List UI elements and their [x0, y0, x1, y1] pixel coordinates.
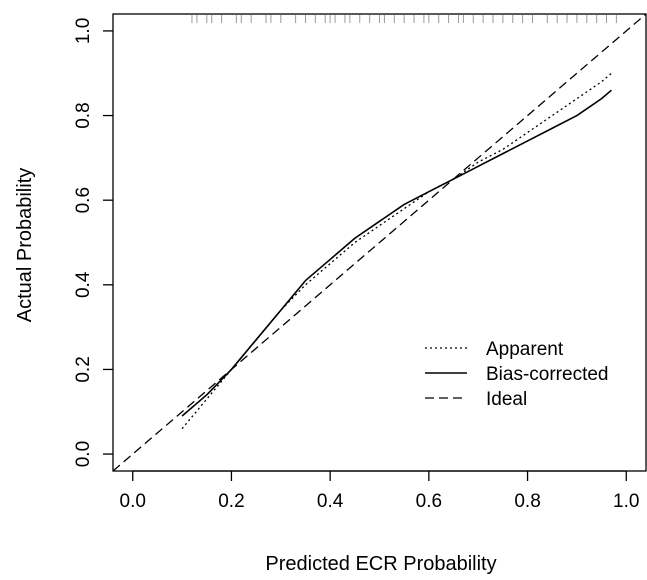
legend-label: Apparent [486, 339, 564, 360]
legend-item: Ideal [425, 389, 527, 410]
legend-label: Ideal [486, 389, 527, 410]
axes: 0.0 0.2 0.4 0.6 0.8 1.0 0.0 0.2 0.4 0.6 0.8 1.0 [73, 13, 647, 512]
x-axis-title: Predicted ECR Probability [265, 553, 496, 575]
y-tick-label: 0.4 [73, 271, 94, 298]
x-tick-label: 1.0 [613, 491, 639, 512]
x-tick-label: 0.2 [218, 491, 244, 512]
x-tick-label: 0.8 [514, 491, 540, 512]
series-group [113, 14, 646, 471]
x-tick-label: 0.0 [120, 491, 146, 512]
x-axis: 0.0 0.2 0.4 0.6 0.8 1.0 [120, 470, 639, 512]
y-tick-label: 1.0 [73, 18, 94, 44]
legend-item: Bias-corrected [425, 364, 609, 385]
rug-marks [191, 15, 617, 23]
y-tick-label: 0.0 [73, 441, 94, 467]
legend-label: Bias-corrected [486, 364, 609, 385]
y-tick-label: 0.8 [73, 102, 94, 128]
y-axis-title: Actual Probability [14, 168, 36, 323]
y-tick-label: 0.6 [73, 187, 94, 213]
series-line-bias-corrected [181, 89, 612, 417]
series-line-ideal [113, 14, 646, 471]
y-axis: 0.0 0.2 0.4 0.6 0.8 1.0 [73, 18, 113, 467]
plot-area [113, 14, 646, 471]
legend: Apparent Bias-corrected Ideal [425, 339, 609, 410]
x-tick-label: 0.6 [416, 491, 442, 512]
legend-item: Apparent [425, 339, 564, 360]
x-tick-label: 0.4 [317, 491, 344, 512]
y-tick-label: 0.2 [73, 356, 94, 382]
